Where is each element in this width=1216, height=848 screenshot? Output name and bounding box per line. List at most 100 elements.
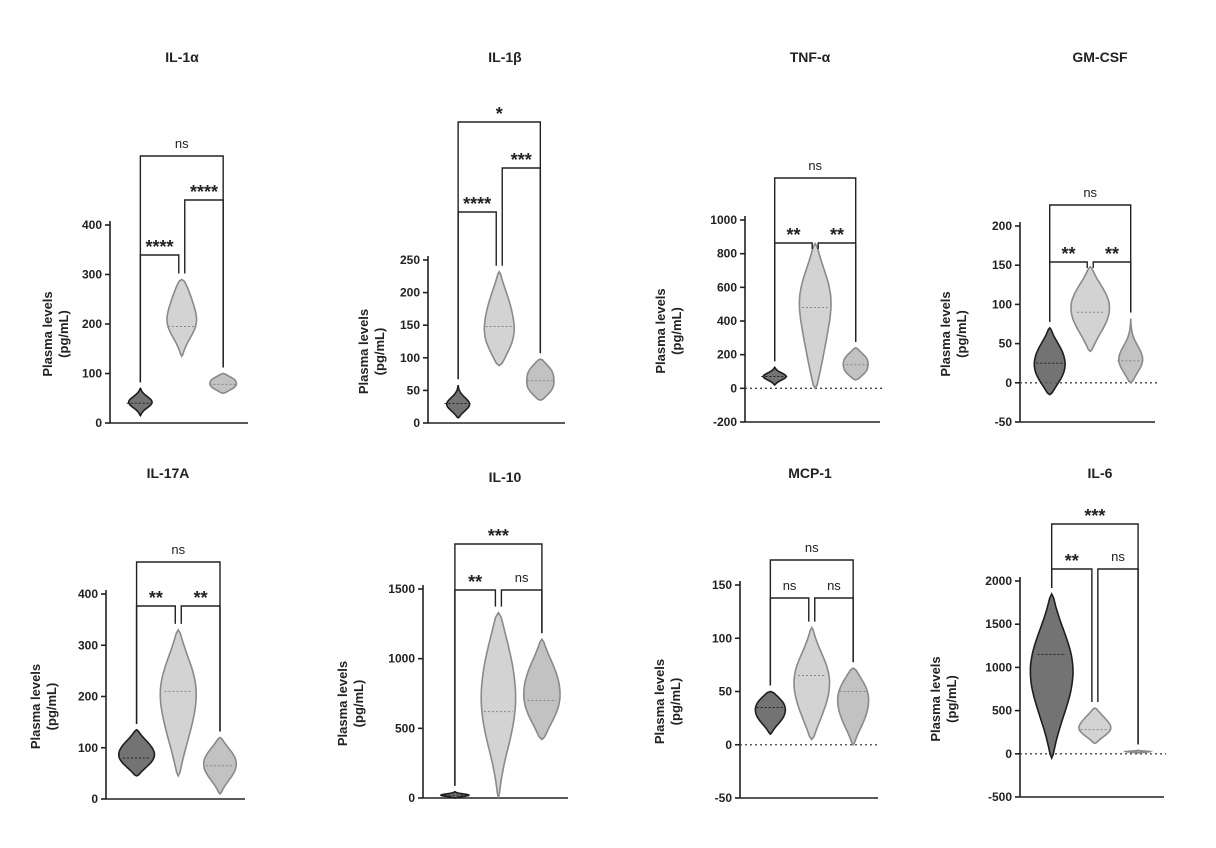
violin — [1033, 326, 1066, 396]
y-tick-label: -200 — [713, 415, 737, 429]
chart-panel: IL-1β Plasma levels(pg/mL) 0 50 100 150 200 250… — [356, 49, 565, 430]
significance-bracket — [135, 561, 221, 732]
y-tick-label: 200 — [400, 286, 420, 300]
y-tick-label: -50 — [995, 415, 1013, 429]
y-tick-label: 500 — [992, 704, 1012, 718]
y-tick-label: 0 — [725, 738, 732, 752]
chart-panel: TNF-α Plasma levels(pg/mL) -200 0 200 400 600 8… — [653, 49, 882, 429]
chart-panel: GM-CSF Plasma levels(pg/mL) -50 0 50 100 150 20… — [938, 49, 1157, 429]
significance-bracket — [139, 155, 224, 383]
violin — [842, 347, 869, 381]
y-axis-label-line: (pg/mL) — [372, 328, 387, 376]
chart-panel: IL-10 Plasma levels(pg/mL) 0 500 1000 1500 ** n… — [335, 469, 568, 805]
significance-label: ns — [1111, 549, 1125, 564]
significance-label: ns — [1083, 185, 1097, 200]
chart-panel: IL-6 Plasma levels(pg/mL) -500 0 500 1000 1500… — [928, 465, 1166, 804]
violin — [754, 690, 787, 736]
violin — [439, 790, 470, 799]
violin — [1070, 265, 1111, 353]
chart-title: GM-CSF — [1072, 49, 1128, 65]
y-axis-label: Plasma levels(pg/mL) — [40, 291, 71, 376]
chart-title: IL-6 — [1088, 465, 1113, 481]
significance-label: **** — [146, 237, 174, 257]
significance-bracket — [1049, 204, 1132, 322]
violin — [1118, 318, 1144, 384]
y-axis-label-line: Plasma levels — [938, 291, 953, 376]
violin — [1029, 592, 1074, 761]
y-axis-label: Plasma levels(pg/mL) — [653, 288, 684, 373]
y-tick-label: 300 — [78, 638, 98, 652]
y-tick-label: 300 — [82, 268, 102, 282]
significance-bracket — [1050, 523, 1139, 745]
significance-label: ** — [1065, 551, 1079, 571]
y-axis-label-line: (pg/mL) — [351, 680, 366, 728]
significance-label: ** — [468, 572, 482, 592]
y-tick-label: 600 — [717, 280, 737, 294]
y-tick-label: 50 — [407, 383, 421, 397]
violin — [127, 387, 153, 417]
significance-label: ns — [827, 578, 841, 593]
y-tick-label: 1500 — [985, 617, 1012, 631]
significance-bracket — [184, 199, 224, 368]
violin — [798, 242, 832, 390]
significance-label: ns — [171, 542, 185, 557]
significance-label: ns — [175, 136, 189, 151]
chart-title: MCP-1 — [788, 465, 832, 481]
y-tick-label: 800 — [717, 247, 737, 261]
y-tick-label: 100 — [400, 351, 420, 365]
violin — [1078, 707, 1112, 745]
violin — [118, 728, 156, 777]
y-axis-label-line: (pg/mL) — [44, 683, 59, 731]
significance-bracket — [774, 177, 857, 362]
y-tick-label: 100 — [78, 741, 98, 755]
y-tick-label: 1000 — [985, 660, 1012, 674]
y-tick-label: 400 — [78, 587, 98, 601]
y-tick-label: -50 — [715, 791, 733, 805]
significance-label: ** — [149, 588, 163, 608]
y-axis-label: Plasma levels(pg/mL) — [28, 664, 59, 749]
y-axis-label: Plasma levels(pg/mL) — [928, 656, 959, 741]
significance-label: * — [496, 104, 503, 124]
y-axis-label: Plasma levels(pg/mL) — [356, 309, 387, 394]
y-axis-label-line: Plasma levels — [40, 291, 55, 376]
chart-title: IL-1β — [488, 49, 522, 65]
chart-title: IL-10 — [489, 469, 522, 485]
y-axis-label: Plasma levels(pg/mL) — [652, 659, 683, 744]
violin — [445, 385, 471, 419]
y-tick-label: 100 — [712, 631, 732, 645]
y-tick-label: 150 — [712, 578, 732, 592]
y-tick-label: 100 — [82, 367, 102, 381]
violin — [159, 628, 197, 778]
y-axis-label-line: (pg/mL) — [669, 307, 684, 355]
significance-bracket — [457, 121, 542, 380]
y-axis-label-line: (pg/mL) — [954, 310, 969, 358]
y-axis-label-line: Plasma levels — [335, 661, 350, 746]
y-tick-label: 1000 — [388, 652, 415, 666]
chart-title: TNF-α — [790, 49, 831, 65]
y-axis-label-line: (pg/mL) — [944, 675, 959, 723]
y-axis-label-line: (pg/mL) — [56, 310, 71, 358]
violin — [793, 625, 831, 741]
violin — [836, 667, 870, 747]
y-tick-label: 0 — [1005, 747, 1012, 761]
violin — [166, 278, 198, 358]
y-tick-label: 0 — [408, 791, 415, 805]
y-tick-label: 2000 — [985, 574, 1012, 588]
significance-label: ns — [808, 158, 822, 173]
significance-label: ns — [515, 570, 529, 585]
significance-label: ns — [805, 540, 819, 555]
significance-label: ** — [830, 225, 844, 245]
y-axis-label-line: Plasma levels — [928, 656, 943, 741]
y-tick-label: 200 — [82, 317, 102, 331]
y-tick-label: 0 — [95, 416, 102, 430]
chart-panel: MCP-1 Plasma levels(pg/mL) -50 0 50 100 150 ns n… — [652, 465, 880, 805]
chart-title: IL-17A — [147, 465, 190, 481]
chart-panel: IL-1α Plasma levels(pg/mL) 0 100 200 300 400 **… — [40, 49, 248, 430]
significance-bracket — [454, 543, 543, 786]
y-tick-label: 500 — [395, 721, 415, 735]
y-axis-label-line: Plasma levels — [356, 309, 371, 394]
y-tick-label: 400 — [717, 314, 737, 328]
significance-bracket — [500, 589, 543, 634]
y-tick-label: 0 — [1005, 376, 1012, 390]
